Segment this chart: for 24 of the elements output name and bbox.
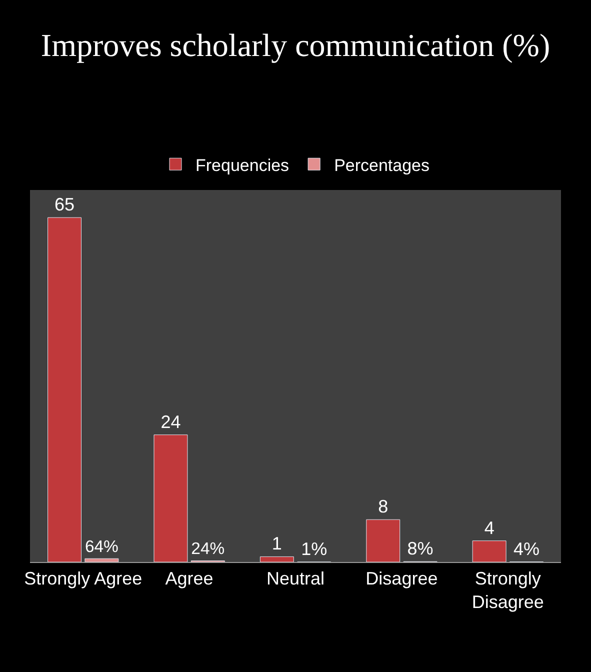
data-label: 24% — [191, 539, 225, 558]
data-label: 1% — [301, 538, 328, 559]
legend-label: Frequencies — [196, 156, 290, 175]
bar — [48, 217, 82, 562]
data-label: 8 — [378, 496, 388, 517]
bar — [154, 434, 188, 562]
bar — [84, 558, 119, 562]
x-tick-label: Neutral — [266, 568, 325, 589]
x-tick-label: Agree — [165, 568, 214, 589]
bar — [260, 556, 294, 562]
data-label: 65 — [54, 194, 75, 215]
data-label: 1 — [272, 534, 282, 554]
x-tick-label: Disagree — [366, 568, 438, 589]
data-label: 64% — [84, 536, 119, 556]
bar — [366, 519, 400, 562]
data-label: 4% — [513, 538, 540, 559]
data-label: 4 — [484, 518, 494, 538]
data-label: 24 — [160, 412, 181, 432]
legend-label: Percentages — [334, 156, 430, 175]
x-tick-label: Strongly Agree — [24, 568, 142, 589]
chart-title: Improves scholarly communication (%) — [40, 27, 550, 63]
x-tick-label: Strongly Disagree — [472, 568, 544, 612]
bar — [472, 540, 506, 562]
data-label: 8% — [407, 538, 434, 559]
